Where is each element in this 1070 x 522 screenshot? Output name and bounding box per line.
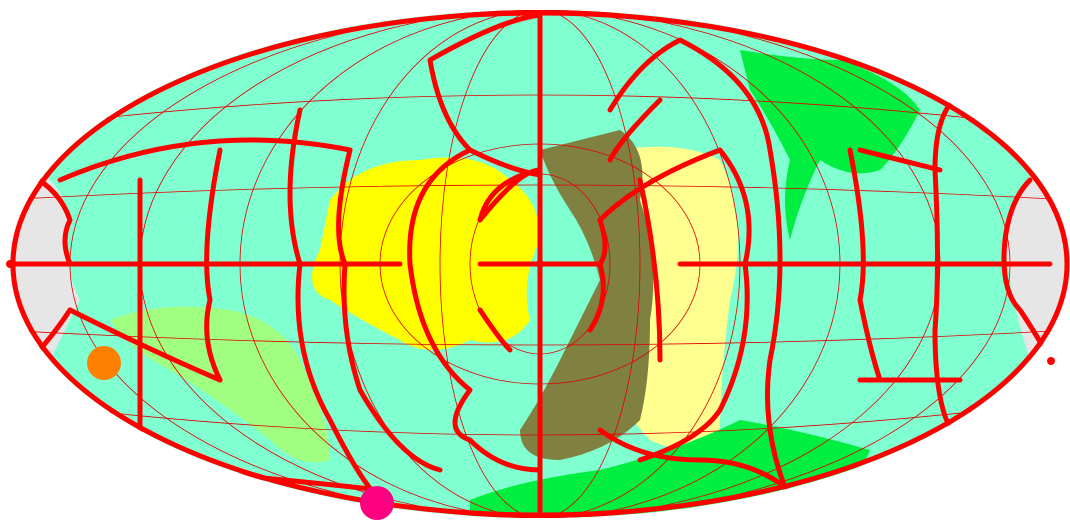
land-green-top bbox=[740, 50, 920, 240]
land-light-green bbox=[110, 306, 330, 463]
pole-marker-right bbox=[1047, 357, 1055, 365]
pink-marker bbox=[360, 486, 394, 520]
land-olive bbox=[520, 130, 654, 460]
pole-marker-left bbox=[6, 260, 14, 268]
orange-marker bbox=[87, 346, 121, 380]
center-marker bbox=[536, 260, 544, 268]
